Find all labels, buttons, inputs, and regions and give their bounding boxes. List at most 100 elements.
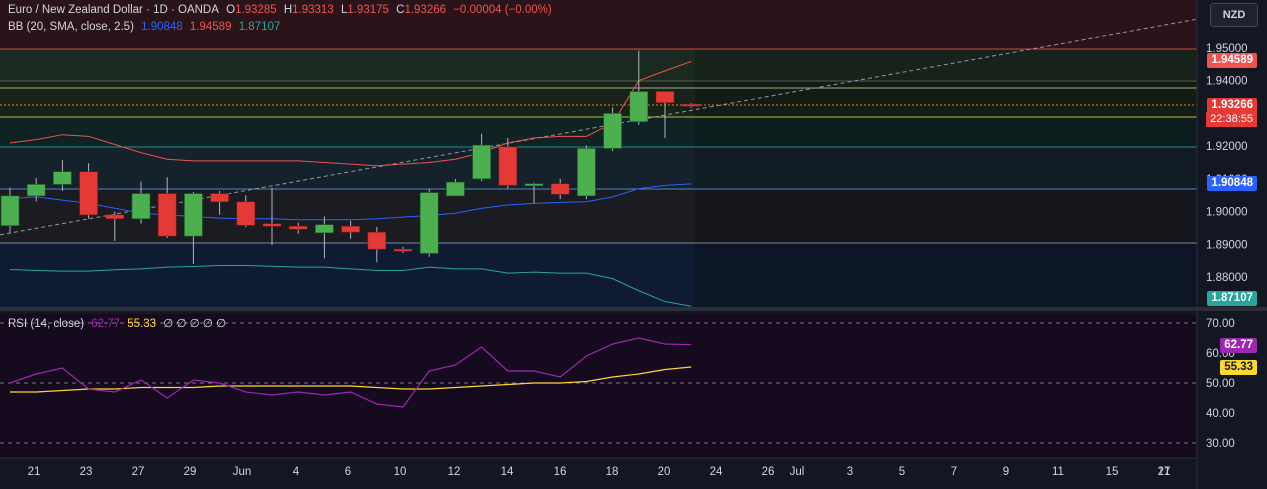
time-tick-label: 7: [951, 466, 957, 478]
candle: [550, 178, 570, 200]
low-label: L: [340, 4, 348, 16]
bb-basis-value: 1.90848: [141, 21, 183, 33]
price-tick-label: 1.88000: [1206, 272, 1248, 284]
time-tick-label: 17: [1158, 466, 1171, 478]
candle: [681, 103, 701, 108]
candle: [105, 211, 125, 242]
change-value: −0.00004 (−0.00%): [453, 4, 552, 16]
candle: [603, 107, 622, 152]
bb-lower-line: [9, 265, 692, 307]
rsi-tick-label: 30.00: [1206, 438, 1235, 450]
candle-body: [53, 171, 72, 185]
candle-body: [629, 91, 649, 122]
close-label: C: [396, 4, 405, 16]
rsi-legend[interactable]: RSI (14, close) 62.77 55.33 ∅ ∅ ∅ ∅ ∅: [8, 316, 230, 330]
bb-legend[interactable]: BB (20, SMA, close, 2.5) 1.90848 1.94589…: [8, 21, 284, 33]
candle: [157, 177, 177, 239]
candle: [53, 160, 72, 191]
candle: [341, 220, 360, 239]
candle-body: [524, 183, 544, 187]
symbol-title: Euro / New Zealand Dollar · 1D · OANDA: [8, 4, 219, 16]
price-tick-label: 1.90000: [1206, 207, 1248, 219]
candle: [524, 182, 544, 204]
candle-body: [550, 183, 570, 195]
time-tick-label: 11: [1052, 466, 1064, 478]
candle-body: [315, 224, 334, 234]
candle-body: [131, 193, 151, 220]
time-tick-label: 23: [80, 466, 93, 478]
candle-body: [498, 146, 518, 186]
candle-body: [472, 144, 491, 180]
candle: [315, 216, 334, 259]
time-tick-label: 5: [899, 466, 905, 478]
rsi-tick-label: 40.00: [1206, 408, 1235, 420]
zone-upper-1: [0, 49, 1197, 81]
candle-body: [419, 192, 439, 254]
bb-label: BB (20, SMA, close, 2.5): [8, 21, 134, 33]
time-tick-label: 9: [1003, 466, 1009, 478]
price-tick-label: 1.94000: [1206, 76, 1248, 88]
candle-body: [0, 195, 20, 226]
rsi-tick-label: 70.00: [1206, 318, 1235, 330]
rsi-label: RSI (14, close): [8, 318, 85, 330]
candle: [393, 246, 413, 254]
price-tick-label: 1.89000: [1206, 239, 1248, 251]
candle-body: [184, 193, 203, 237]
candle-body: [262, 223, 282, 227]
candle-body: [341, 225, 360, 233]
time-tick-label: 21: [1158, 466, 1171, 478]
open-value: 1.93285: [235, 4, 277, 16]
time-tick-label: 21: [28, 466, 41, 478]
bb-lower-price-tag: 1.87107: [1207, 291, 1257, 306]
time-tick-label: 15: [1106, 466, 1119, 478]
candle-body: [210, 193, 229, 203]
candle-body: [603, 113, 622, 149]
candle: [0, 187, 20, 233]
rsi-ma-legend-value: 55.33: [127, 318, 157, 330]
candle-body: [655, 91, 675, 103]
candle: [367, 226, 387, 263]
time-tick-label: 14: [501, 466, 514, 478]
rsi-legend-value: 62.77: [91, 318, 121, 330]
bb-upper-price-tag: 1.94589: [1207, 53, 1257, 68]
time-tick-label: 27: [132, 466, 145, 478]
bb-upper-value: 1.94589: [189, 21, 232, 33]
time-tick-label: 3: [847, 466, 853, 478]
time-tick-label: 6: [345, 466, 351, 478]
candle: [577, 145, 596, 200]
candle-body: [367, 231, 387, 250]
candle: [236, 195, 256, 228]
time-tick-label: 24: [710, 466, 723, 478]
currency-button[interactable]: NZD: [1210, 3, 1258, 27]
bb-basis-price-tag: 1.90848: [1207, 176, 1257, 191]
candle: [184, 191, 203, 264]
time-tick-label: 18: [606, 466, 619, 478]
time-tick-label: 29: [184, 466, 197, 478]
candle: [419, 189, 439, 257]
candle: [131, 181, 151, 224]
countdown-tag: 22:38:55: [1206, 112, 1257, 127]
time-tick-label: 12: [448, 466, 461, 478]
zone-mid-2: [0, 147, 1197, 189]
high-value: 1.93313: [292, 4, 334, 16]
rsi-line: [9, 337, 692, 408]
candle-body: [157, 193, 177, 237]
rsi-ma-price-tag: 55.33: [1220, 360, 1257, 375]
candle-body: [577, 148, 596, 197]
rsi-extras: ∅ ∅ ∅ ∅ ∅: [163, 318, 227, 330]
symbol-legend: Euro / New Zealand Dollar · 1D · OANDA O…: [8, 4, 556, 16]
rsi-pane-bg: [0, 314, 1197, 458]
rsi-tick-label: 50.00: [1206, 378, 1235, 390]
candle: [472, 133, 491, 182]
candle-body: [288, 225, 308, 230]
candle: [210, 190, 229, 215]
price-tick-label: 1.95000: [1206, 43, 1248, 55]
candle: [79, 163, 98, 219]
bb-lower-value: 1.87107: [238, 21, 281, 33]
high-label: H: [283, 4, 293, 16]
time-tick-label: Jun: [233, 466, 252, 478]
candle: [26, 177, 46, 202]
zone-above-upper: [0, 0, 1197, 49]
zone-upper-2: [0, 81, 1197, 117]
